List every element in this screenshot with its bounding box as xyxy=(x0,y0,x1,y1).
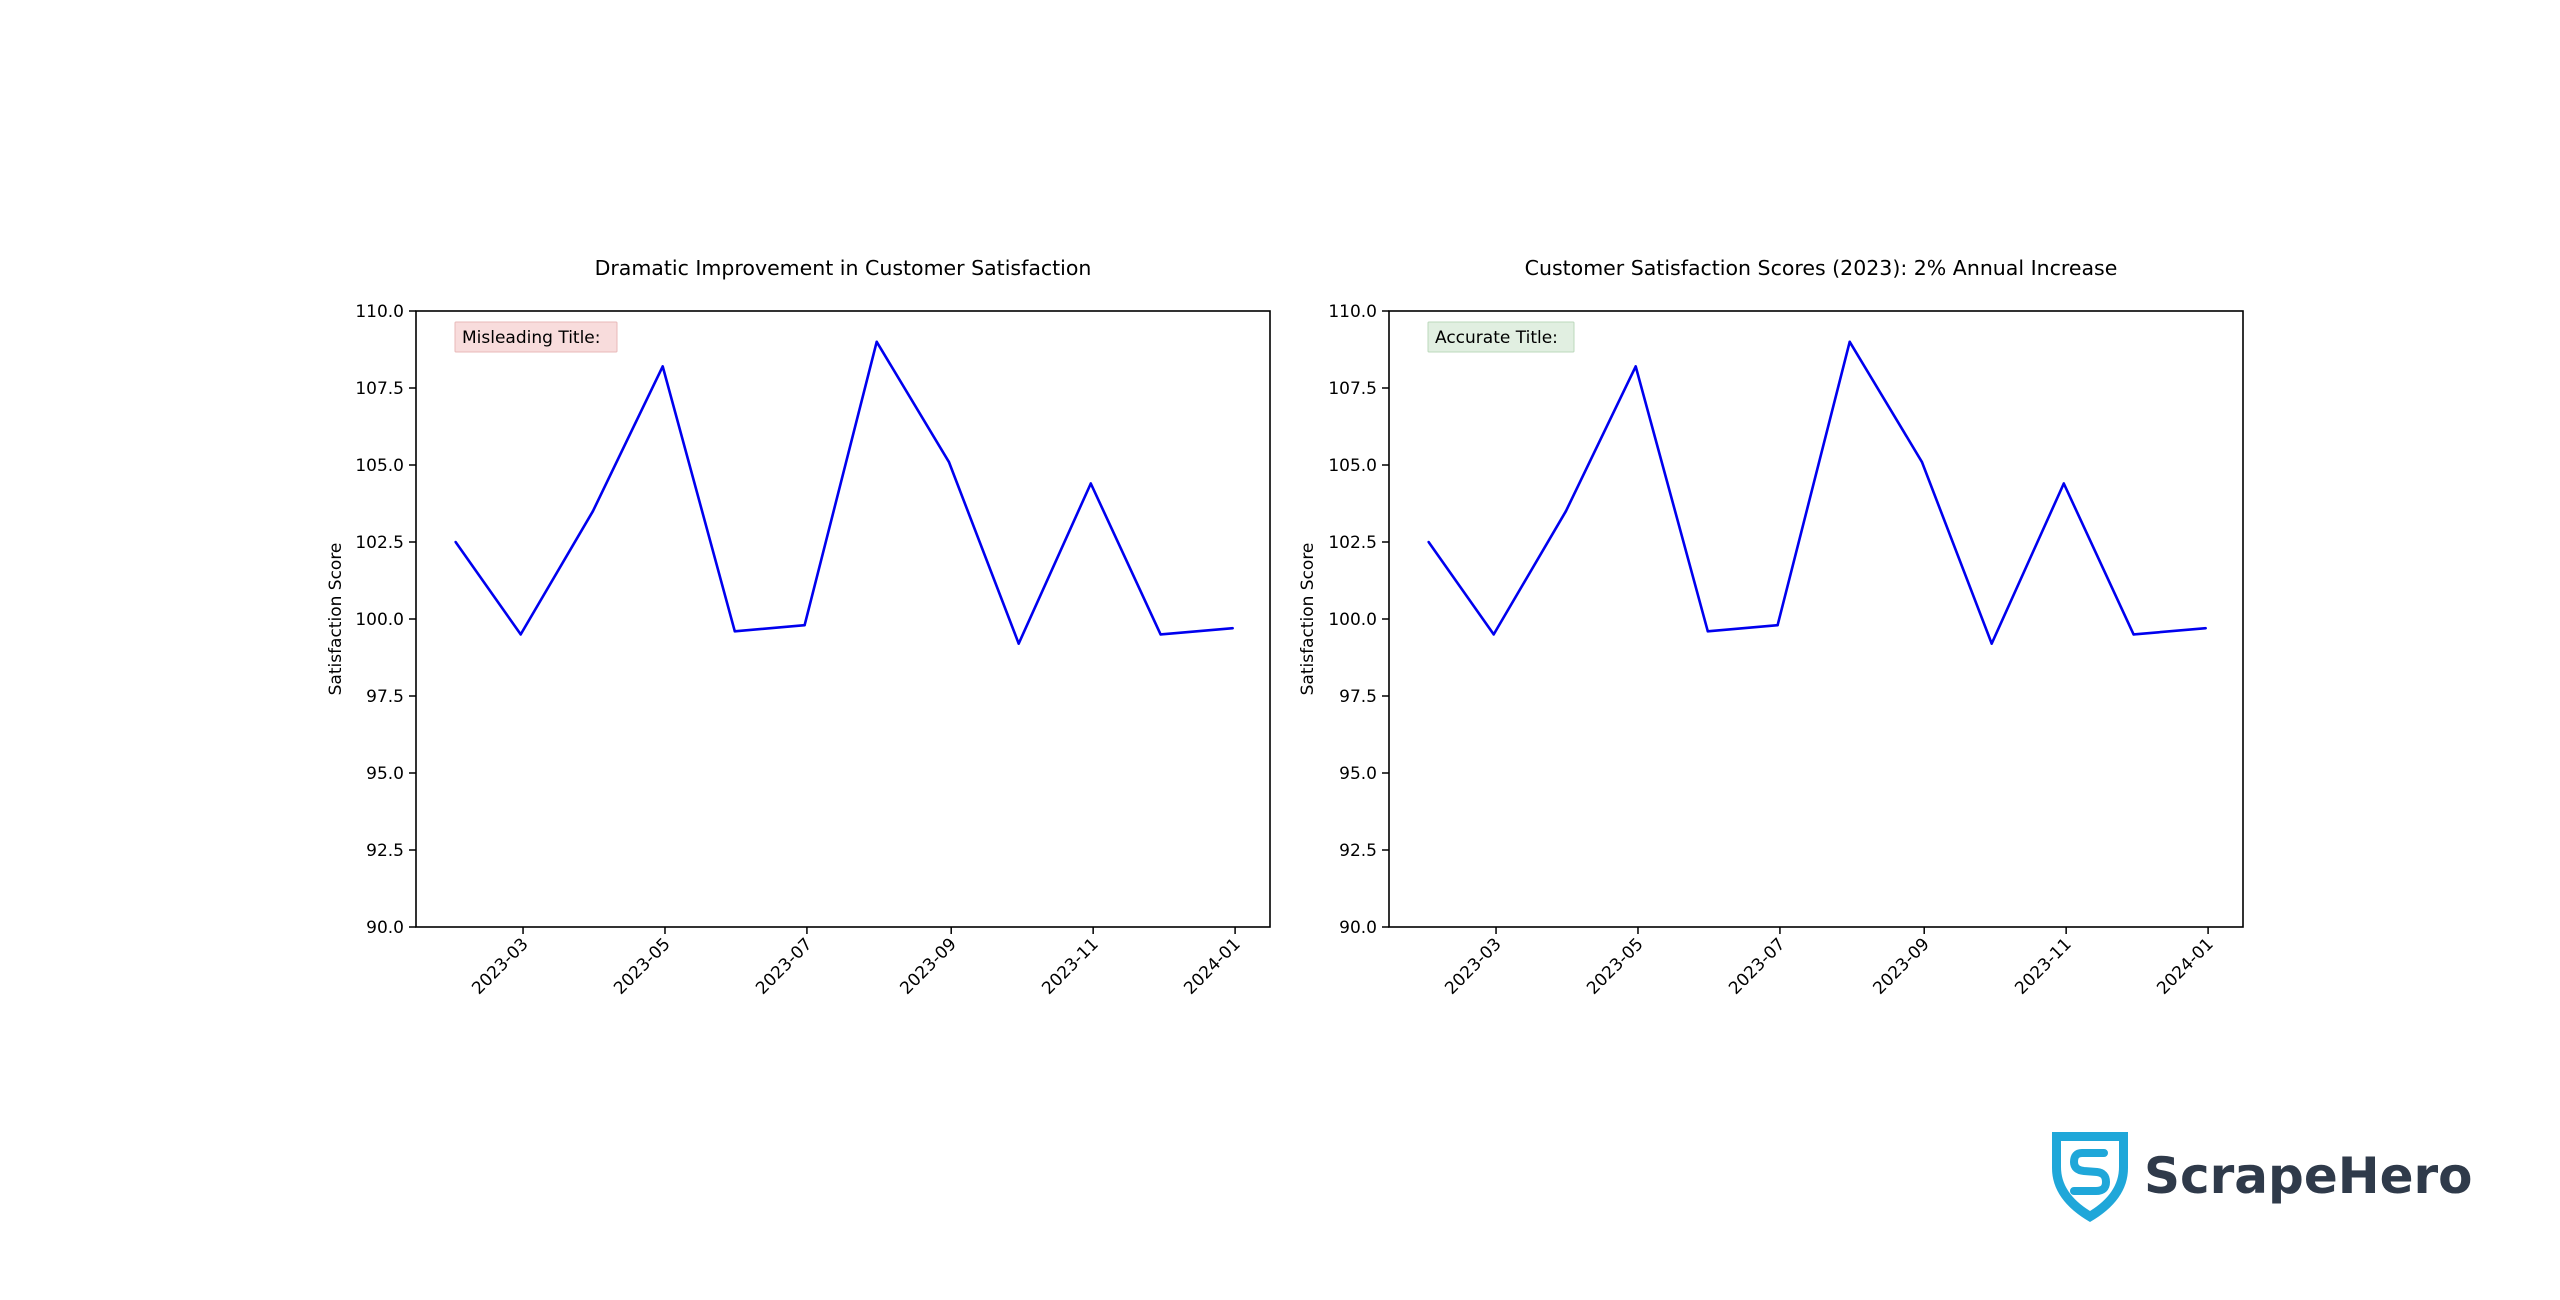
annotation-background xyxy=(454,321,618,353)
brand-logo: ScrapeHero xyxy=(2052,1132,2473,1222)
y-axis: 90.0 92.5 95.0 97.5 100.0 102.5 105.0 107.5 110.… xyxy=(355,302,416,938)
x-tick-label: 2023-09 xyxy=(1869,934,1933,998)
y-tick-label: 102.5 xyxy=(355,533,404,553)
data-point xyxy=(1776,623,1779,627)
x-tick-label: 2024-01 xyxy=(1180,934,1244,998)
chart-title: Customer Satisfaction Scores (2023): 2% … xyxy=(1525,256,2118,280)
x-axis: 2023-03 2023-05 2023-07 2023-09 2023-11 2024-… xyxy=(1441,927,2218,999)
x-tick-label: 2023-11 xyxy=(1038,934,1102,998)
y-tick-label: 95.0 xyxy=(366,764,404,784)
x-tick-label: 2023-07 xyxy=(752,934,816,998)
x-tick-label: 2023-07 xyxy=(1725,934,1789,998)
data-point xyxy=(454,540,457,544)
x-tick-label: 2024-01 xyxy=(2153,934,2217,998)
chart-title: Dramatic Improvement in Customer Satisfa… xyxy=(595,256,1092,280)
series-line xyxy=(1427,340,2206,645)
data-point xyxy=(1920,460,1924,464)
series-layer xyxy=(1427,340,2207,645)
data-point xyxy=(1564,510,1568,513)
y-tick-label: 110.0 xyxy=(355,302,404,322)
y-tick-label: 105.0 xyxy=(1328,456,1377,476)
data-point xyxy=(1017,642,1020,645)
annotation-box: Misleading Title: xyxy=(454,321,618,353)
y-tick-label: 95.0 xyxy=(1339,764,1377,784)
data-point xyxy=(947,460,951,464)
plot-frame xyxy=(415,310,1271,928)
y-tick-label: 105.0 xyxy=(355,456,404,476)
x-tick-label: 2023-11 xyxy=(2011,934,2075,998)
chart-misleading: Dramatic Improvement in Customer Satisfa… xyxy=(326,256,1271,999)
y-tick-label: 110.0 xyxy=(1328,302,1377,322)
data-point xyxy=(1427,540,1430,544)
data-point xyxy=(2062,482,2066,485)
data-point xyxy=(1492,633,1495,636)
chart-accurate: Customer Satisfaction Scores (2023): 2% … xyxy=(1298,256,2244,999)
y-axis-label: Satisfaction Score xyxy=(326,543,346,696)
x-tick-label: 2023-03 xyxy=(1441,934,1505,998)
data-point xyxy=(733,630,736,633)
annotation-text: Accurate Title: xyxy=(1435,328,1558,348)
data-point xyxy=(591,510,595,513)
data-point xyxy=(803,623,806,627)
data-point xyxy=(1990,642,1993,645)
y-tick-label: 90.0 xyxy=(1339,918,1377,938)
series-layer xyxy=(454,340,1234,645)
data-point xyxy=(875,340,878,343)
y-axis: 90.0 92.5 95.0 97.5 100.0 102.5 105.0 107.5 110.… xyxy=(1328,302,1389,938)
x-tick-label: 2023-03 xyxy=(468,934,532,998)
y-tick-label: 107.5 xyxy=(355,379,404,399)
data-point xyxy=(1089,482,1093,485)
y-axis-label: Satisfaction Score xyxy=(1298,543,1318,696)
data-point xyxy=(519,633,522,636)
data-point xyxy=(1159,633,1162,636)
y-tick-label: 92.5 xyxy=(366,841,404,861)
brand-name: ScrapeHero xyxy=(2144,1147,2473,1205)
data-point xyxy=(2204,627,2207,630)
series-line xyxy=(454,340,1233,645)
y-tick-label: 100.0 xyxy=(1328,610,1377,630)
data-point xyxy=(1848,340,1851,343)
x-tick-label: 2023-09 xyxy=(896,934,960,998)
shield-s-logo-icon xyxy=(2052,1132,2128,1222)
data-point xyxy=(1706,630,1709,633)
y-tick-label: 107.5 xyxy=(1328,379,1377,399)
x-tick-label: 2023-05 xyxy=(1583,934,1647,998)
y-tick-label: 90.0 xyxy=(366,918,404,938)
y-tick-label: 97.5 xyxy=(1339,687,1377,707)
y-tick-label: 97.5 xyxy=(366,687,404,707)
x-tick-label: 2023-05 xyxy=(610,934,674,998)
y-tick-label: 102.5 xyxy=(1328,533,1377,553)
data-point xyxy=(661,365,664,368)
x-axis: 2023-03 2023-05 2023-07 2023-09 2023-11 2024-… xyxy=(468,927,1245,999)
annotation-text: Misleading Title: xyxy=(462,328,601,348)
data-point xyxy=(2132,633,2135,636)
y-tick-label: 100.0 xyxy=(355,610,404,630)
annotation-box: Accurate Title: xyxy=(1427,321,1575,353)
data-point xyxy=(1634,365,1637,368)
plot-frame xyxy=(1388,310,2244,928)
data-point xyxy=(1231,627,1234,630)
y-tick-label: 92.5 xyxy=(1339,841,1377,861)
annotation-background xyxy=(1427,321,1575,353)
